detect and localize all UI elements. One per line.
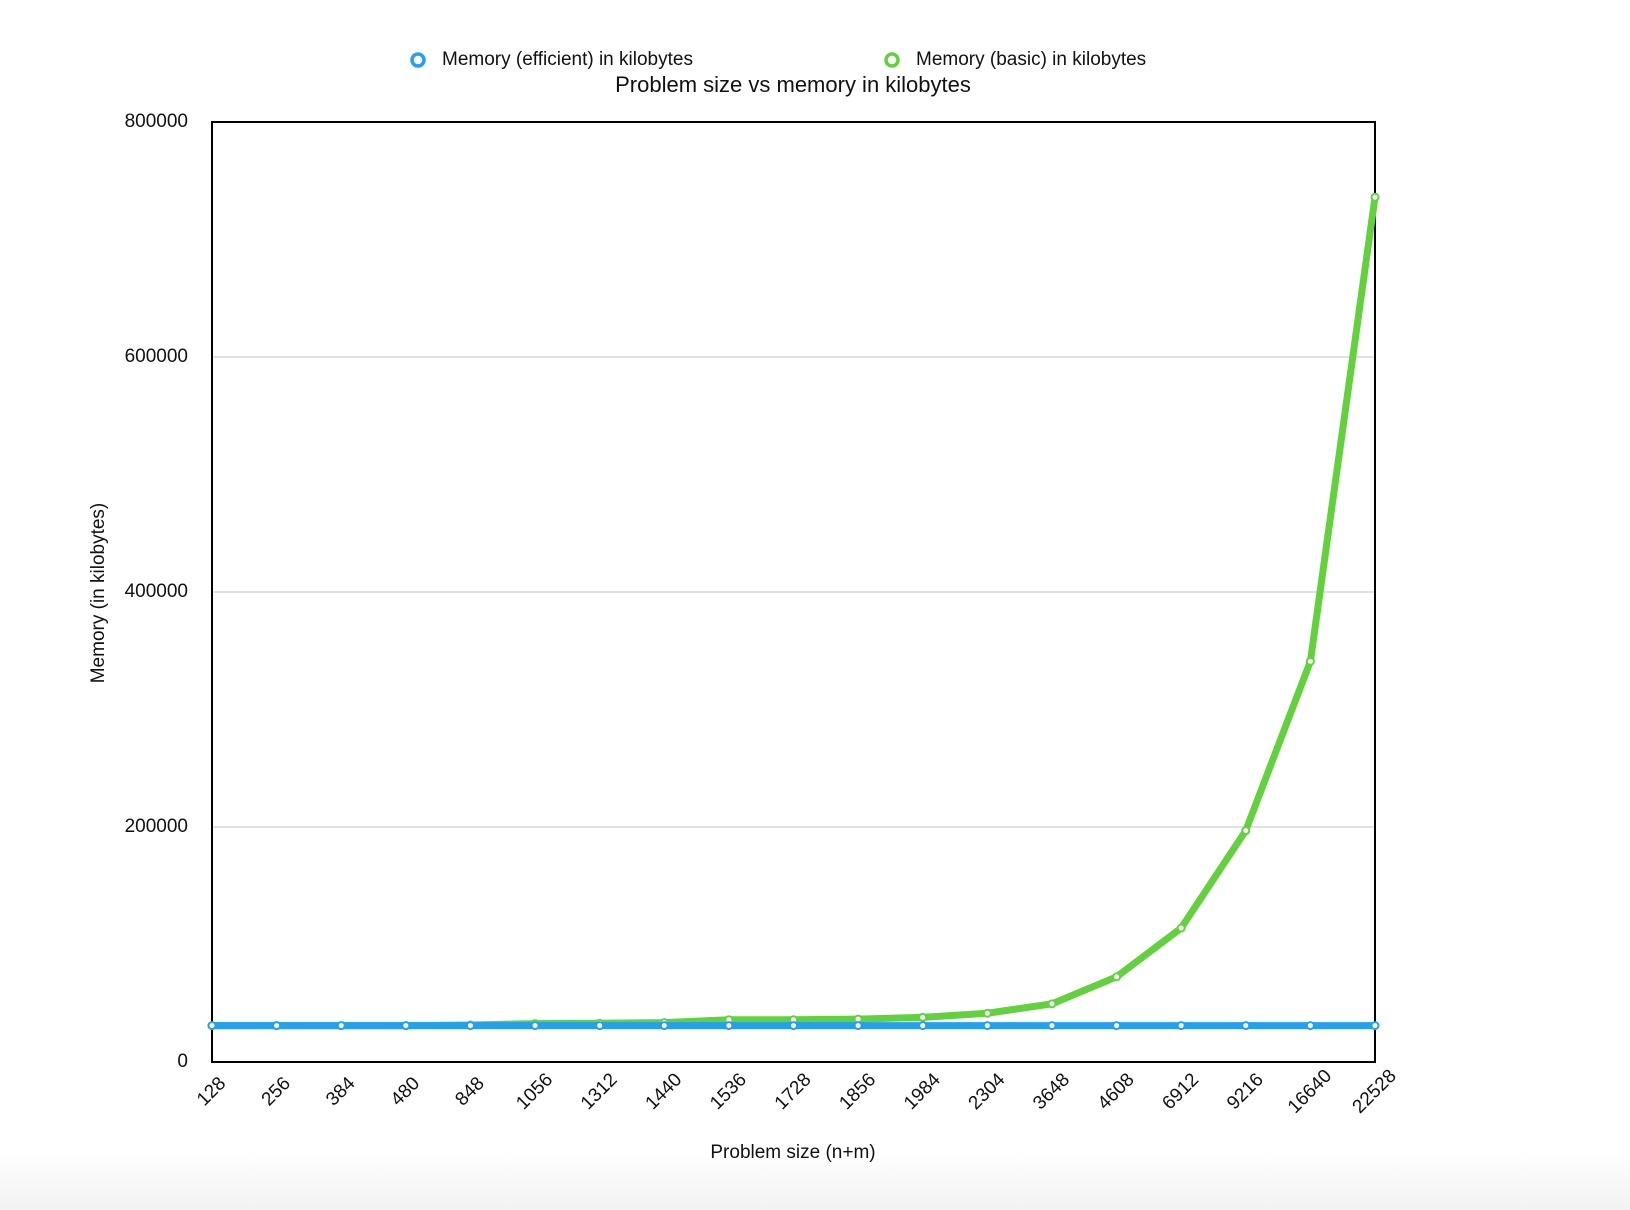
x-tick-label: 9216 [1223,1069,1268,1114]
data-point [1112,1021,1122,1031]
x-tick-label: 2304 [965,1069,1010,1114]
data-point [401,1021,411,1031]
data-point [1305,656,1315,666]
y-tick-label: 800000 [125,111,188,132]
x-axis-title: Problem size (n+m) [710,1142,875,1163]
data-point [1370,192,1380,202]
data-point [465,1021,475,1031]
data-point [659,1021,669,1031]
data-point [982,1021,992,1031]
x-tick-label: 3648 [1029,1069,1074,1114]
data-point [724,1021,734,1031]
legend-marker [410,52,426,68]
data-point [853,1021,863,1031]
data-point [982,1008,992,1018]
chart-title: Problem size vs memory in kilobytes [615,72,971,97]
x-tick-label: 16640 [1284,1066,1336,1118]
series-line [208,193,1379,1030]
data-point [1176,1021,1186,1031]
x-tick-label: 1312 [577,1069,622,1114]
x-tick-label: 128 [193,1073,230,1110]
data-point [1112,972,1122,982]
legend-label: Memory (efficient) in kilobytes [442,49,693,70]
x-tick-label: 384 [322,1073,360,1111]
plot-frame [211,121,1376,1063]
y-tick-label: 200000 [125,816,188,837]
data-point [918,1012,928,1022]
data-point [336,1021,346,1031]
data-point [1047,1021,1057,1031]
data-point [918,1021,928,1031]
data-point [1047,999,1057,1009]
data-point [1241,826,1251,836]
y-axis-title: Memory (in kilobytes) [88,503,109,684]
x-tick-label: 22528 [1349,1066,1401,1118]
x-tick-label: 4608 [1094,1069,1139,1114]
data-point [207,1021,217,1031]
x-tick-label: 1728 [771,1069,816,1114]
data-point [595,1021,605,1031]
data-point [530,1021,540,1031]
x-tick-label: 1856 [835,1069,880,1114]
data-point [272,1021,282,1031]
data-point [1305,1021,1315,1031]
x-tick-label: 1536 [706,1069,751,1114]
data-point [1370,1021,1380,1031]
x-tick-label: 256 [258,1073,295,1110]
x-tick-label: 480 [387,1073,424,1110]
legend-label: Memory (basic) in kilobytes [916,49,1146,70]
y-tick-label: 0 [177,1051,188,1072]
y-tick-label: 400000 [125,581,188,602]
x-tick-label: 1056 [512,1069,557,1114]
data-point [789,1021,798,1031]
x-tick-label: 6912 [1158,1069,1203,1114]
data-point [1176,923,1186,933]
y-tick-label: 600000 [125,346,188,367]
x-tick-label: 1440 [642,1069,687,1114]
x-tick-label: 848 [451,1073,488,1110]
data-point [1241,1021,1251,1031]
x-tick-label: 1984 [900,1069,945,1114]
legend-marker [884,52,900,68]
